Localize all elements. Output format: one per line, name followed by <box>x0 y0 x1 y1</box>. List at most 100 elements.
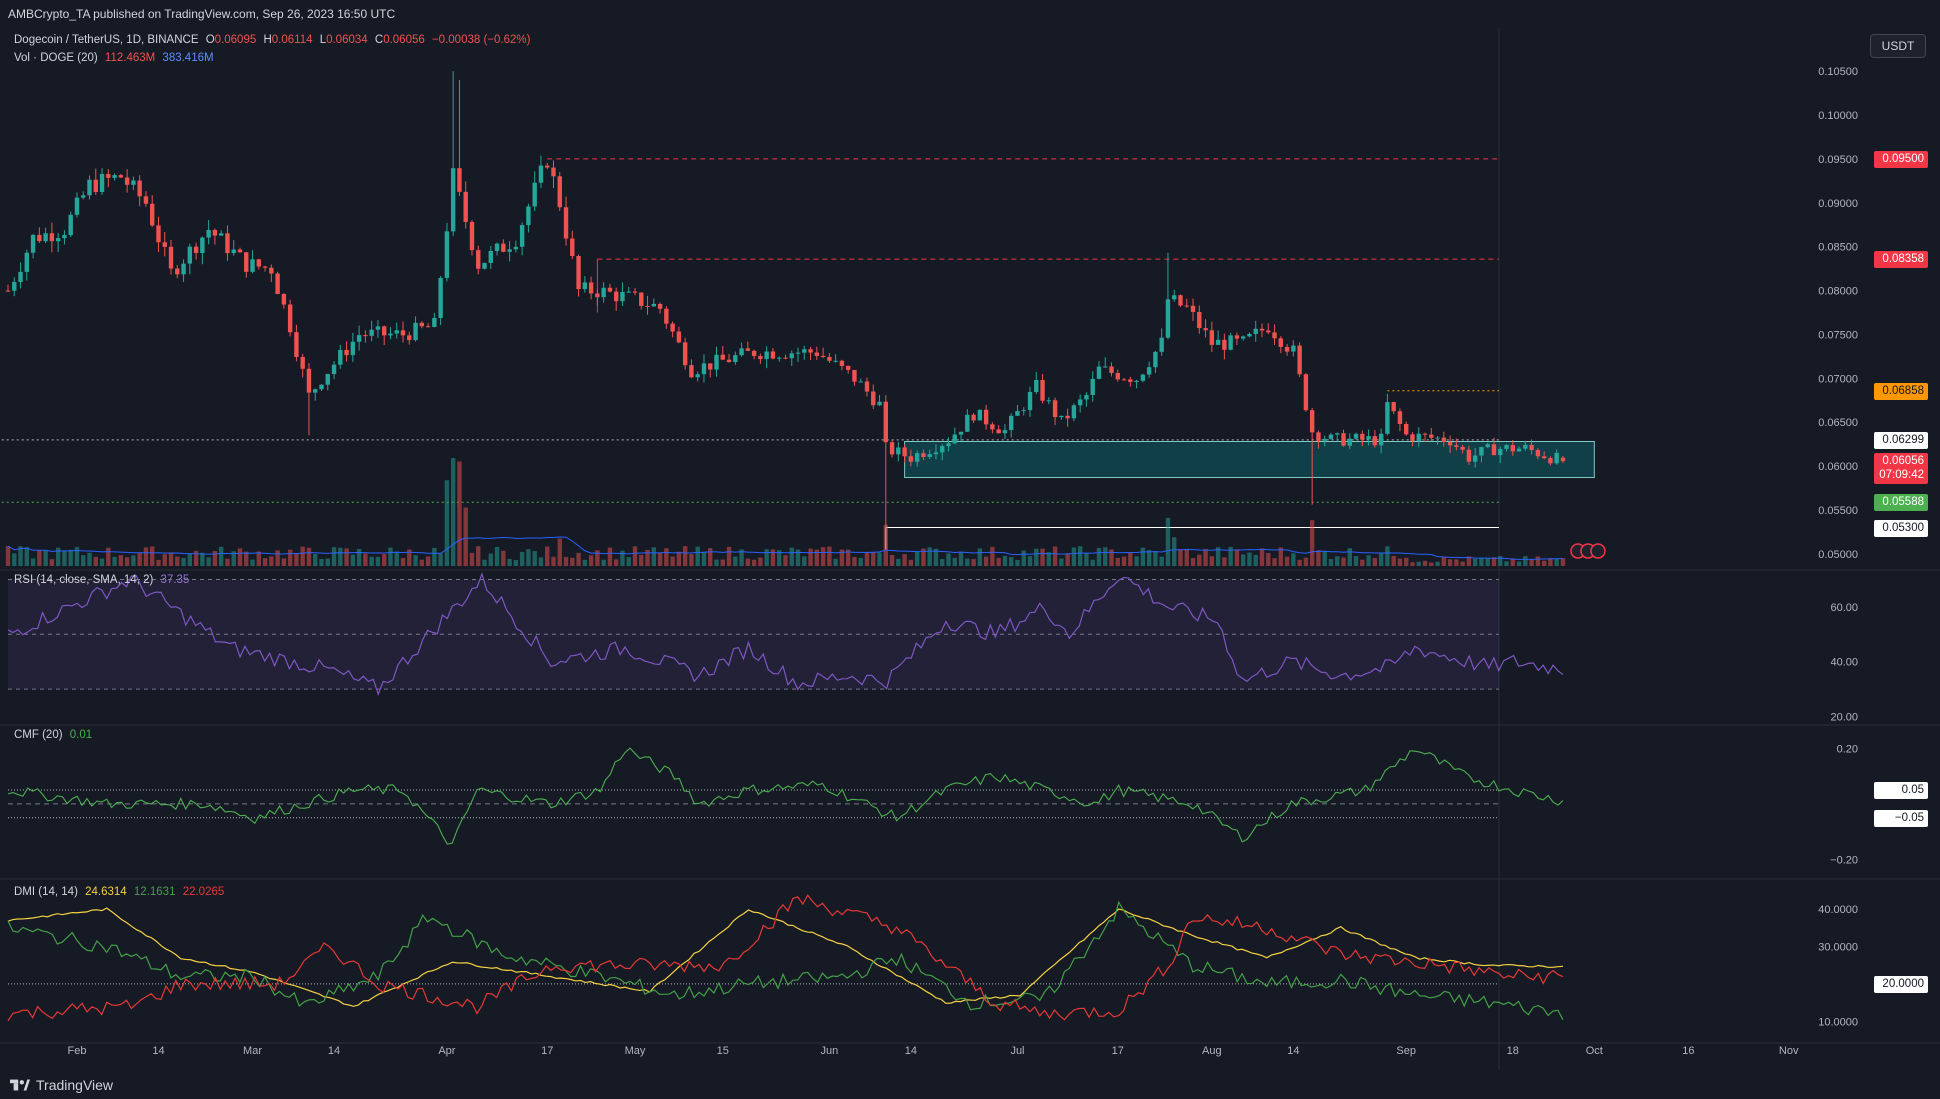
date-tick-label: 17 <box>1112 1045 1124 1057</box>
rsi-legend: RSI (14, close, SMA, 14, 2) 37.35 <box>14 574 193 586</box>
candle-body <box>1516 448 1522 452</box>
candle-body <box>764 351 769 360</box>
candle-body <box>902 447 907 457</box>
volume-bar <box>1416 561 1421 566</box>
candle-body <box>563 207 569 239</box>
candle-body <box>1498 448 1503 456</box>
volume-bar <box>1021 550 1026 566</box>
volume-bar <box>1153 551 1158 566</box>
dmi-level-label: 20.0000 <box>1874 975 1928 993</box>
price-tick-label: 0.06500 <box>1818 417 1858 429</box>
candle-body <box>620 291 625 302</box>
candle-body <box>400 330 406 336</box>
candle-body <box>5 290 11 292</box>
volume-bar <box>1134 556 1139 566</box>
candle-body <box>896 447 901 455</box>
dmi-tick-label: 30.0000 <box>1818 942 1858 954</box>
brand-name: TradingView <box>36 1077 114 1093</box>
volume-bar <box>777 550 782 566</box>
volume-bar <box>1316 550 1321 566</box>
volume-bar <box>1278 547 1284 566</box>
price-tick-label: 0.10000 <box>1818 110 1858 122</box>
volume-bar <box>971 559 976 566</box>
volume-bar <box>494 547 500 566</box>
chart-canvas[interactable]: 0.10500 0.10000 0.09500 0.09000 0.08500 0.080… <box>0 28 1940 1070</box>
footer-bar: TradingView <box>0 1070 1940 1099</box>
candle-body <box>576 256 581 290</box>
volume-bar <box>244 551 249 566</box>
candle-body <box>1385 402 1390 434</box>
volume-bar <box>1422 560 1428 566</box>
volume-bar <box>1410 562 1415 566</box>
candle-body <box>93 179 98 192</box>
candle-body <box>450 168 456 232</box>
tradingview-brand: TradingView <box>10 1077 113 1093</box>
candle-body <box>124 177 130 185</box>
candle-body <box>150 203 155 226</box>
volume-bar <box>1077 546 1083 566</box>
volume-bar <box>1391 556 1396 566</box>
volume-bar <box>287 549 293 566</box>
volume-bar <box>1460 561 1465 566</box>
candle-body <box>1272 332 1277 339</box>
candle-body <box>350 341 356 356</box>
volume-bar <box>1447 559 1453 566</box>
volume-bar <box>896 558 901 566</box>
candle-body <box>325 374 330 385</box>
volume-bar <box>68 549 73 566</box>
rsi-tick-label: 20.00 <box>1830 712 1858 724</box>
candle-body <box>419 322 425 327</box>
candle-body <box>921 453 926 457</box>
candle-body <box>1065 415 1070 419</box>
volume-bar <box>802 556 807 566</box>
volume-bar <box>1128 552 1133 566</box>
candle-body <box>55 238 61 242</box>
volume-bar <box>1366 555 1371 566</box>
volume-bar <box>714 559 719 566</box>
volume-bar <box>639 554 644 566</box>
dmi-title: DMI (14, 14) <box>14 886 78 898</box>
candle-body <box>1460 446 1465 450</box>
candle-body <box>751 350 757 357</box>
candle-body <box>369 329 374 336</box>
volume-bar <box>1259 548 1265 566</box>
currency-button[interactable]: USDT <box>1870 34 1926 58</box>
candle-body <box>1429 434 1434 438</box>
candle-body <box>639 292 644 306</box>
price-label: 0.09500 <box>1874 150 1928 168</box>
volume-bar <box>1284 556 1290 566</box>
candle-body <box>513 246 519 250</box>
volume-bar <box>1510 558 1515 566</box>
volume-bar <box>682 546 688 566</box>
candle-body <box>482 262 487 269</box>
candle-body <box>739 348 744 356</box>
candle-body <box>394 330 399 334</box>
volume-bar <box>1203 548 1208 566</box>
volume-bar <box>1429 562 1434 566</box>
candle-body <box>1266 330 1271 333</box>
candle-body <box>1253 328 1258 334</box>
candle-body <box>501 243 506 252</box>
volume-bar <box>507 558 512 566</box>
volume-bar <box>24 547 30 566</box>
candle-body <box>1422 433 1428 435</box>
volume-bar <box>162 554 167 566</box>
volume-bar <box>18 546 23 566</box>
candle-body <box>1184 305 1189 307</box>
candle-body <box>789 353 794 359</box>
volume-bar <box>476 546 481 566</box>
candle-body <box>657 303 663 309</box>
date-tick-label: 18 <box>1507 1045 1519 1057</box>
candle-body <box>407 335 412 341</box>
volume-bar <box>269 556 274 566</box>
volume-bar <box>450 457 456 566</box>
volume-bar <box>1059 558 1064 566</box>
candle-body <box>200 237 205 253</box>
volume-bar <box>563 556 569 566</box>
candle-body <box>670 323 675 332</box>
volume-bar <box>350 554 356 566</box>
date-tick-label: Aug <box>1202 1045 1222 1057</box>
candle-body <box>74 197 80 215</box>
candle-body <box>952 434 957 444</box>
candle-body <box>1353 433 1359 439</box>
